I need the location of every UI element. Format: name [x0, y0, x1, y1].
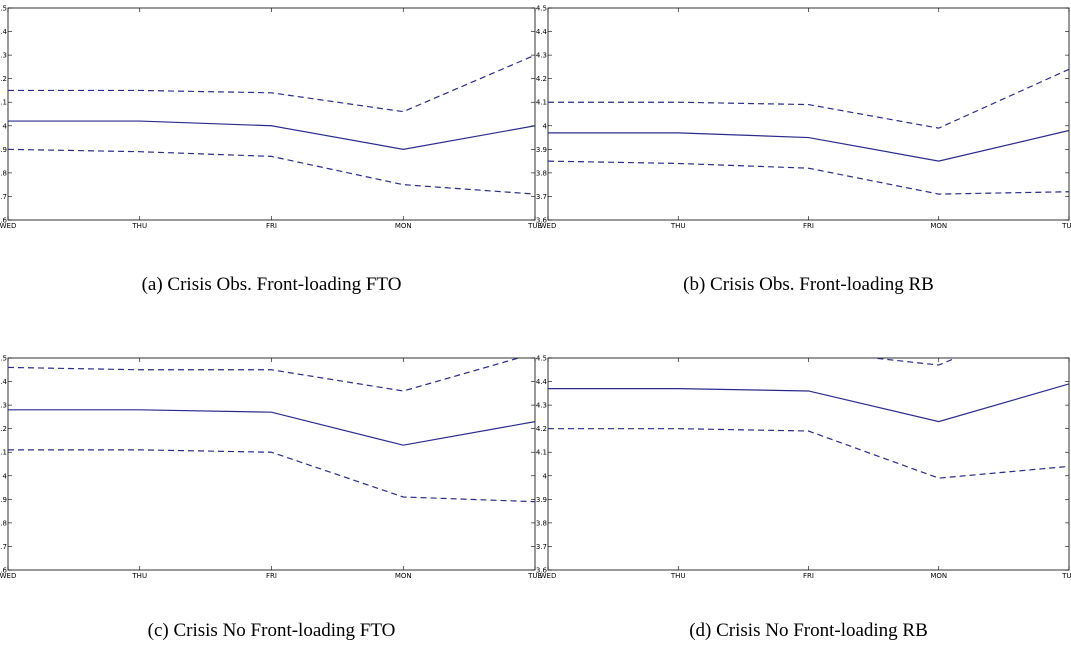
y-tick-label: 4.3 [536, 52, 547, 60]
series-line [548, 68, 1069, 129]
y-tick-label: 3.7 [0, 193, 7, 201]
x-tick-label: FRI [266, 572, 277, 580]
y-tick-label: 3.6 [536, 567, 548, 575]
panel: 3.6 3.7 3.8 3.9 4 4.1 4.2 4.3 4.4 4.5 WED THU FRI MON… [0, 5, 542, 296]
y-tick-label: 4.3 [536, 402, 547, 410]
y-tick-label: 4 [543, 122, 548, 130]
y-tick-label: 4.4 [0, 378, 8, 386]
plot-frame [547, 7, 1070, 221]
y-tick-label: 3.9 [0, 146, 7, 154]
y-tick-label: 4.5 [0, 5, 7, 13]
y-tick-label: 4 [543, 472, 548, 480]
plot-frame [7, 357, 536, 571]
y-tick-label: 4.1 [536, 99, 547, 107]
x-tick-label: WED [540, 572, 557, 580]
series-line [8, 120, 535, 150]
x-tick-label: MON [930, 222, 947, 230]
x-tick-label: TUE [1061, 222, 1071, 230]
panel-caption: (d) Crisis No Front-loading RB [689, 620, 928, 641]
y-tick-label: 4.4 [536, 378, 548, 386]
panel: 3.6 3.7 3.8 3.9 4 4.1 4.2 4.3 4.4 4.5 WED THU FRI MON… [536, 5, 1071, 296]
y-tick-label: 4.1 [0, 449, 7, 457]
series-line [8, 409, 535, 446]
panel: 3.6 3.7 3.8 3.9 4 4.1 4.2 4.3 4.4 4.5 WED THU FRI MON… [536, 355, 1071, 642]
panel-caption: (b) Crisis Obs. Front-loading RB [683, 274, 934, 295]
y-tick-label: 3.7 [536, 543, 547, 551]
x-tick-label: MON [395, 222, 412, 230]
x-tick-label: FRI [803, 222, 814, 230]
y-tick-label: 4.3 [0, 52, 7, 60]
y-tick-label: 4.5 [536, 355, 547, 363]
y-tick-label: 3.8 [536, 169, 547, 177]
x-tick-label: THU [670, 572, 686, 580]
x-tick-label: THU [131, 222, 147, 230]
y-tick-label: 4.2 [0, 425, 7, 433]
y-tick-label: 3.7 [0, 543, 7, 551]
series-line [868, 358, 958, 366]
y-tick-label: 3.6 [0, 217, 8, 225]
x-tick-label: MON [930, 572, 947, 580]
x-tick-label: THU [131, 572, 147, 580]
y-tick-label: 4 [3, 472, 8, 480]
y-tick-label: 4.1 [0, 99, 7, 107]
x-tick-label: WED [0, 222, 16, 230]
y-tick-label: 4.4 [536, 28, 548, 36]
panel-caption: (a) Crisis Obs. Front-loading FTO [142, 274, 402, 295]
panel: 3.6 3.7 3.8 3.9 4 4.1 4.2 4.3 4.4 4.5 WED THU FRI MON… [0, 355, 542, 642]
x-tick-label: WED [0, 572, 16, 580]
y-tick-label: 3.8 [0, 519, 7, 527]
y-tick-label: 3.9 [0, 496, 7, 504]
x-tick-label: TUE [527, 222, 542, 230]
y-tick-label: 4.4 [0, 28, 8, 36]
y-tick-label: 4.2 [536, 75, 547, 83]
y-tick-label: 3.9 [536, 146, 547, 154]
y-tick-label: 3.6 [536, 217, 548, 225]
series-line [8, 449, 535, 503]
series-line [8, 358, 521, 392]
x-tick-label: MON [395, 572, 412, 580]
x-tick-label: TUE [1061, 572, 1071, 580]
x-tick-label: FRI [266, 222, 277, 230]
y-tick-label: 3.6 [0, 567, 8, 575]
y-tick-label: 4.5 [0, 355, 7, 363]
series-line [548, 129, 1069, 162]
y-tick-label: 3.7 [536, 193, 547, 201]
plot-frame [547, 357, 1070, 571]
series-line [8, 148, 535, 195]
series-line [548, 428, 1069, 479]
x-tick-label: WED [540, 222, 557, 230]
series-line [8, 54, 535, 113]
y-tick-label: 4.2 [0, 75, 7, 83]
y-tick-label: 3.9 [536, 496, 547, 504]
y-tick-label: 3.8 [536, 519, 547, 527]
panel-caption: (c) Crisis No Front-loading FTO [148, 620, 396, 641]
x-tick-label: TUE [527, 572, 542, 580]
y-tick-label: 4.2 [536, 425, 547, 433]
x-tick-label: THU [670, 222, 686, 230]
series-line [548, 383, 1069, 423]
y-tick-label: 4 [3, 122, 8, 130]
y-tick-label: 4.1 [536, 449, 547, 457]
y-tick-label: 4.3 [0, 402, 7, 410]
y-tick-label: 4.5 [536, 5, 547, 13]
y-tick-label: 3.8 [0, 169, 7, 177]
x-tick-label: FRI [803, 572, 814, 580]
series-line [548, 160, 1069, 195]
